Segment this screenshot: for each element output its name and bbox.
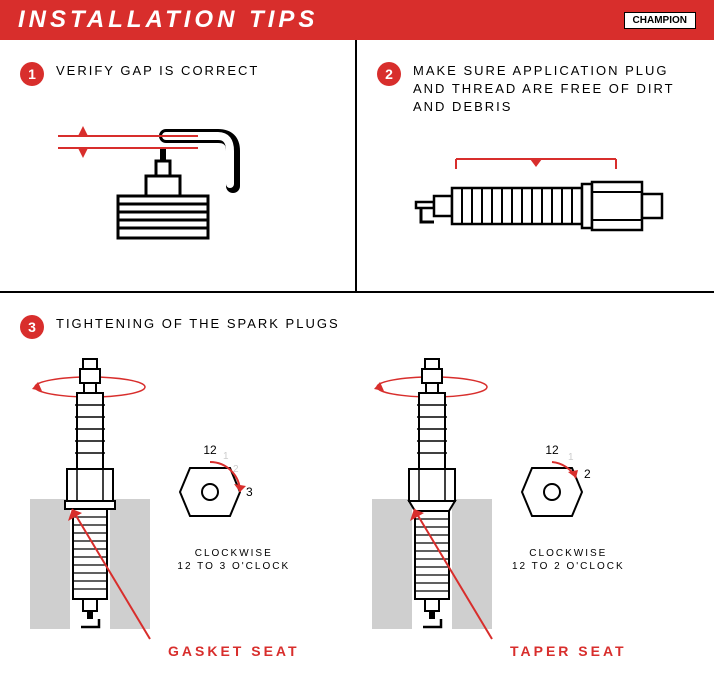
clock-2-label: 2 [584, 467, 591, 481]
taper-clockwise-label: CLOCKWISE [510, 547, 627, 560]
gap-illustration [48, 96, 308, 246]
taper-clock-text: CLOCKWISE 12 TO 2 O'CLOCK [510, 547, 627, 573]
top-row: 1 Verify gap is correct [0, 40, 714, 293]
gasket-clockwise-label: CLOCKWISE [168, 547, 300, 560]
tightening-diagrams: 12 1 2 3 CLOCKWISE 12 TO 3 O'CLOCK GASKE… [20, 349, 694, 659]
gasket-clock-range: 12 TO 3 O'CLOCK [168, 560, 300, 573]
thread-illustration [386, 137, 686, 267]
page-title: INSTALLATION TIPS [18, 6, 318, 34]
gasket-clock-block: 12 1 2 3 CLOCKWISE 12 TO 3 O'CLOCK GASKE… [168, 442, 300, 659]
gasket-plug-illustration [20, 349, 160, 659]
clock-3-label: 3 [246, 485, 253, 499]
panel-step-3: 3 Tightening of the spark plugs [0, 293, 714, 681]
clock-12-label: 12 [203, 443, 217, 457]
step-head-3: 3 Tightening of the spark plugs [20, 315, 694, 339]
taper-plug-illustration [362, 349, 502, 659]
taper-seat-label: TAPER SEAT [510, 643, 627, 659]
diagram-gap [20, 96, 335, 246]
taper-clock-block: 12 1 2 CLOCKWISE 12 TO 2 O'CLOCK TAPER S… [510, 442, 627, 659]
gasket-clock-text: CLOCKWISE 12 TO 3 O'CLOCK [168, 547, 300, 573]
header-bar: INSTALLATION TIPS CHAMPION [0, 0, 714, 40]
taper-seat-column: 12 1 2 CLOCKWISE 12 TO 2 O'CLOCK TAPER S… [362, 349, 694, 659]
panel-step-2: 2 Make sure application plug and thread … [357, 40, 714, 291]
step-head-1: 1 Verify gap is correct [20, 62, 335, 86]
clock-fade-1-r: 1 [568, 452, 574, 463]
panel-step-1: 1 Verify gap is correct [0, 40, 357, 291]
gasket-seat-column: 12 1 2 3 CLOCKWISE 12 TO 3 O'CLOCK GASKE… [20, 349, 352, 659]
step-head-2: 2 Make sure application plug and thread … [377, 62, 694, 117]
step-number-2: 2 [377, 62, 401, 86]
step-number-3: 3 [20, 315, 44, 339]
gasket-seat-label: GASKET SEAT [168, 643, 300, 659]
step-number-1: 1 [20, 62, 44, 86]
clock-12-label-r: 12 [545, 443, 559, 457]
step-text-3: Tightening of the spark plugs [56, 315, 340, 333]
gasket-clock-icon: 12 1 2 3 [168, 442, 258, 542]
taper-clock-range: 12 TO 2 O'CLOCK [510, 560, 627, 573]
step-text-2: Make sure application plug and thread ar… [413, 62, 694, 117]
brand-logo: CHAMPION [624, 12, 696, 29]
taper-clock-icon: 12 1 2 [510, 442, 600, 542]
clock-fade-1: 1 [223, 451, 229, 462]
step-text-1: Verify gap is correct [56, 62, 259, 80]
diagram-thread [377, 127, 694, 277]
